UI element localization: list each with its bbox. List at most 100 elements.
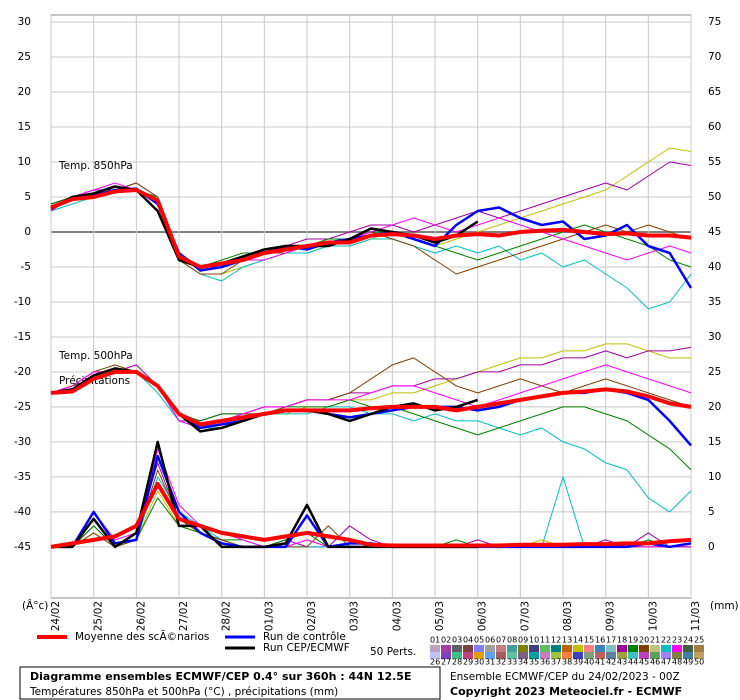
pert-swatch [617, 652, 627, 659]
pert-label: 38 [562, 658, 572, 667]
pert-swatch [573, 652, 583, 659]
pert-swatch [496, 645, 506, 652]
legend-label: Run CEP/ECMWF [263, 642, 350, 654]
pert-swatch [518, 652, 528, 659]
pert-swatch [529, 652, 539, 659]
legend-label: Run de contrôle [263, 631, 346, 643]
y2-tick-label: 65 [708, 86, 721, 98]
pert-label: 45 [639, 658, 649, 667]
x-tick-label: 28/02 [221, 601, 233, 631]
x-tick-label: 26/02 [135, 601, 147, 631]
x-tick-label: 01/03 [263, 601, 275, 631]
pert-swatch [551, 652, 561, 659]
footer-title: Diagramme ensembles ECMWF/CEP 0.4° sur 3… [30, 670, 411, 683]
pert-swatch [463, 645, 473, 652]
x-tick-label: 07/03 [519, 601, 531, 631]
y-tick-label: 25 [18, 51, 31, 63]
y-tick-label: 0 [24, 226, 31, 238]
series-line [50, 481, 692, 549]
pert-swatch [683, 645, 693, 652]
pert-label: 21 [650, 636, 660, 645]
pert-label: 13 [562, 636, 572, 645]
pert-swatch [606, 652, 616, 659]
pert-swatch [529, 645, 539, 652]
pert-swatch [463, 652, 473, 659]
pert-label: 07 [496, 636, 506, 645]
pert-label: 09 [518, 636, 528, 645]
pert-swatch [507, 645, 517, 652]
y2-tick-label: 45 [708, 226, 721, 238]
pert-swatch [540, 645, 550, 652]
pert-swatch [584, 645, 594, 652]
y-tick-label: 15 [18, 121, 31, 133]
pert-swatch [474, 652, 484, 659]
pert-label: 48 [672, 658, 682, 667]
pert-label: 39 [573, 658, 583, 667]
pert-swatch [452, 645, 462, 652]
x-tick-label: 25/02 [93, 601, 105, 631]
pert-label: 36 [540, 658, 550, 667]
y-unit: (Â°c) [22, 599, 48, 612]
pert-label: 19 [628, 636, 638, 645]
pert-label: 06 [485, 636, 495, 645]
pert-label: 49 [683, 658, 693, 667]
pert-label: 26 [430, 658, 440, 667]
y-tick-label: 10 [18, 156, 31, 168]
x-tick-label: 03/03 [349, 601, 361, 631]
x-tick-label: 05/03 [434, 601, 446, 631]
footer-subtitle: Températures 850hPa et 500hPa (°C) , pré… [29, 686, 338, 698]
y2-tick-label: 10 [708, 471, 721, 483]
pert-label: 37 [551, 658, 561, 667]
pert-swatch [672, 652, 682, 659]
pert-label: 44 [628, 658, 638, 667]
y2-tick-label: 20 [708, 401, 721, 413]
footer-run: Ensemble ECMWF/CEP du 24/02/2023 - 00Z [450, 671, 680, 683]
series-line [50, 369, 692, 427]
pert-label: 05 [474, 636, 484, 645]
pert-swatch [518, 645, 528, 652]
pert-label: 12 [551, 636, 561, 645]
plot-frame [50, 14, 692, 599]
x-tick-label: 04/03 [391, 601, 403, 631]
pert-swatch [606, 645, 616, 652]
pert-swatch [441, 652, 451, 659]
pert-label: 14 [573, 636, 583, 645]
pert-label: 20 [639, 636, 649, 645]
pert-label: 33 [507, 658, 517, 667]
pert-label: 41 [595, 658, 605, 667]
y-tick-label: -30 [14, 436, 31, 448]
pert-label: 34 [518, 658, 528, 667]
pert-swatch [672, 645, 682, 652]
pert-swatch [683, 652, 693, 659]
pert-label: 47 [661, 658, 671, 667]
pert-label: 15 [584, 636, 594, 645]
y2-unit: (mm) [710, 600, 739, 612]
pert-swatch [441, 645, 451, 652]
pert-swatch [430, 645, 440, 652]
y-tick-label: 30 [18, 16, 31, 28]
pert-swatch [661, 645, 671, 652]
x-tick-label: 10/03 [647, 601, 659, 631]
legend-label: Moyenne des scÃ©narios [75, 630, 209, 643]
y-tick-label: 5 [24, 191, 31, 203]
pert-swatch [562, 645, 572, 652]
y-tick-label: -45 [14, 541, 31, 553]
y2-tick-label: 70 [708, 51, 721, 63]
y2-tick-label: 40 [708, 261, 721, 273]
pert-swatch [628, 652, 638, 659]
pert-label: 24 [683, 636, 693, 645]
pert-label: 50 [694, 658, 704, 667]
y2-tick-label: 35 [708, 296, 721, 308]
pert-label: 03 [452, 636, 462, 645]
y2-tick-label: 55 [708, 156, 721, 168]
pert-swatch [639, 652, 649, 659]
panel-label: Temp. 850hPa [58, 160, 133, 172]
pert-label: 35 [529, 658, 539, 667]
pert-label: 04 [463, 636, 473, 645]
y-tick-label: -40 [14, 506, 31, 518]
y2-tick-label: 50 [708, 191, 721, 203]
y2-tick-label: 0 [708, 541, 715, 553]
pert-label: 25 [694, 636, 704, 645]
pert-swatch [628, 645, 638, 652]
